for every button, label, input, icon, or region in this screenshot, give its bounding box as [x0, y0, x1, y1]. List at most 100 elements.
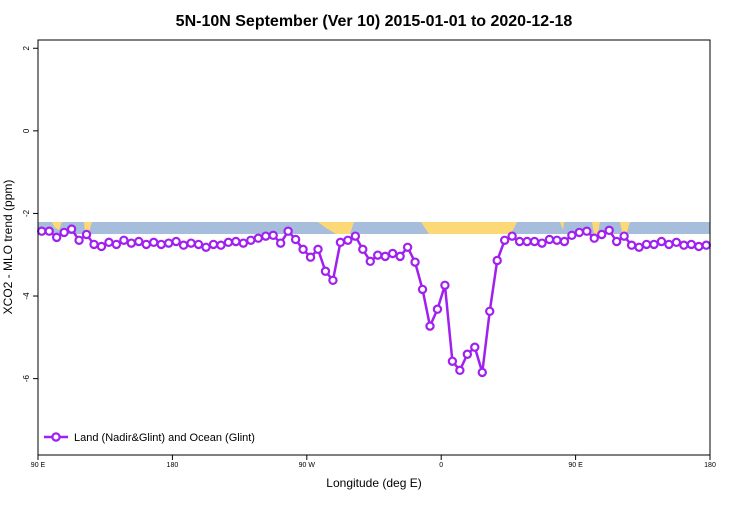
y-tick-label: -4: [22, 292, 31, 300]
y-tick-label: 2: [22, 45, 31, 50]
data-point: [694, 241, 704, 252]
data-point: [231, 236, 241, 247]
x-tick-label: 180: [704, 462, 716, 469]
data-point: [290, 234, 301, 245]
x-tick-label: 0: [439, 462, 443, 469]
x-tick-label: 90 E: [568, 462, 583, 469]
legend-marker: [51, 432, 61, 442]
data-point: [462, 349, 473, 359]
data-point: [410, 257, 420, 267]
data-point: [679, 240, 689, 250]
data-point: [470, 342, 480, 352]
data-point: [604, 225, 614, 236]
data-point: [313, 244, 323, 255]
data-point: [149, 237, 159, 248]
data-point: [432, 304, 443, 314]
data-point: [89, 239, 99, 250]
data-point: [81, 229, 92, 240]
data-point: [156, 239, 166, 250]
y-axis-label: XCO2 - MLO trend (ppm): [1, 180, 15, 315]
data-point: [686, 239, 697, 250]
data-point: [499, 235, 510, 245]
data-point: [268, 230, 278, 241]
data-point: [619, 231, 629, 241]
data-point: [626, 240, 637, 250]
data-point: [492, 255, 502, 266]
data-point: [208, 239, 219, 250]
data-point: [552, 235, 562, 245]
data-point: [201, 242, 211, 252]
data-point: [522, 236, 532, 247]
data-point: [358, 244, 368, 255]
data-point: [343, 235, 353, 245]
data-point: [261, 231, 271, 241]
data-point: [74, 235, 84, 245]
data-point: [455, 365, 465, 376]
data-point: [51, 232, 62, 243]
data-point: [37, 226, 47, 236]
data-point: [328, 275, 338, 286]
data-point: [514, 236, 525, 247]
data-point: [417, 284, 428, 295]
data-point: [246, 235, 256, 245]
data-point: [582, 226, 592, 236]
data-point: [350, 231, 361, 241]
data-point: [477, 367, 487, 378]
data-point: [485, 306, 495, 316]
data-point: [373, 250, 383, 260]
data-point: [193, 239, 204, 250]
data-point: [634, 242, 644, 252]
data-point: [283, 226, 293, 236]
data-point: [163, 238, 174, 248]
data-point: [126, 238, 137, 248]
data-point: [335, 237, 346, 248]
data-point: [111, 239, 122, 250]
legend-item: Land (Nadir&Glint) and Ocean (Glint): [44, 432, 255, 444]
data-point: [119, 235, 129, 245]
data-point: [671, 237, 682, 248]
data-point: [507, 231, 517, 241]
x-tick-label: 90 W: [299, 462, 316, 469]
data-point: [305, 252, 316, 262]
data-point: [597, 229, 607, 240]
data-point: [66, 224, 77, 234]
data-point: [574, 227, 585, 238]
y-tick-label: 0: [22, 128, 31, 133]
data-point: [134, 236, 144, 247]
data-point: [649, 239, 659, 250]
data-point: [104, 237, 114, 248]
data-point: [320, 266, 331, 276]
data-point: [380, 251, 390, 262]
plot-frame: [37, 39, 711, 456]
data-point: [298, 244, 308, 255]
data-point: [544, 234, 555, 245]
data-point: [425, 321, 435, 331]
data-point: [589, 233, 599, 243]
data-point: [656, 236, 667, 247]
data-point: [529, 236, 540, 247]
y-tick-label: -6: [22, 375, 31, 383]
data-point: [253, 233, 263, 243]
data-point: [447, 356, 458, 366]
x-tick-label: 90 E: [31, 462, 46, 469]
data-point: [567, 230, 577, 241]
data-point: [275, 238, 286, 248]
data-point: [611, 236, 622, 247]
data-point: [238, 238, 249, 248]
data-point: [186, 238, 196, 248]
plot-area: 90 E 180 90 W 0 90 E 180 2 0 -2 -4 -6 Land (Nadir&G…: [22, 45, 716, 469]
data-point: [141, 239, 151, 250]
data-point: [178, 240, 189, 250]
data-point: [402, 242, 413, 252]
map-strip: [38, 222, 710, 234]
data-point: [223, 237, 234, 248]
data-point: [641, 239, 652, 250]
data-point: [701, 240, 711, 250]
data-point: [216, 240, 226, 250]
data-point: [59, 227, 69, 238]
data-point: [440, 280, 450, 290]
data-point: [559, 236, 570, 247]
x-tick-label: 180: [167, 462, 179, 469]
